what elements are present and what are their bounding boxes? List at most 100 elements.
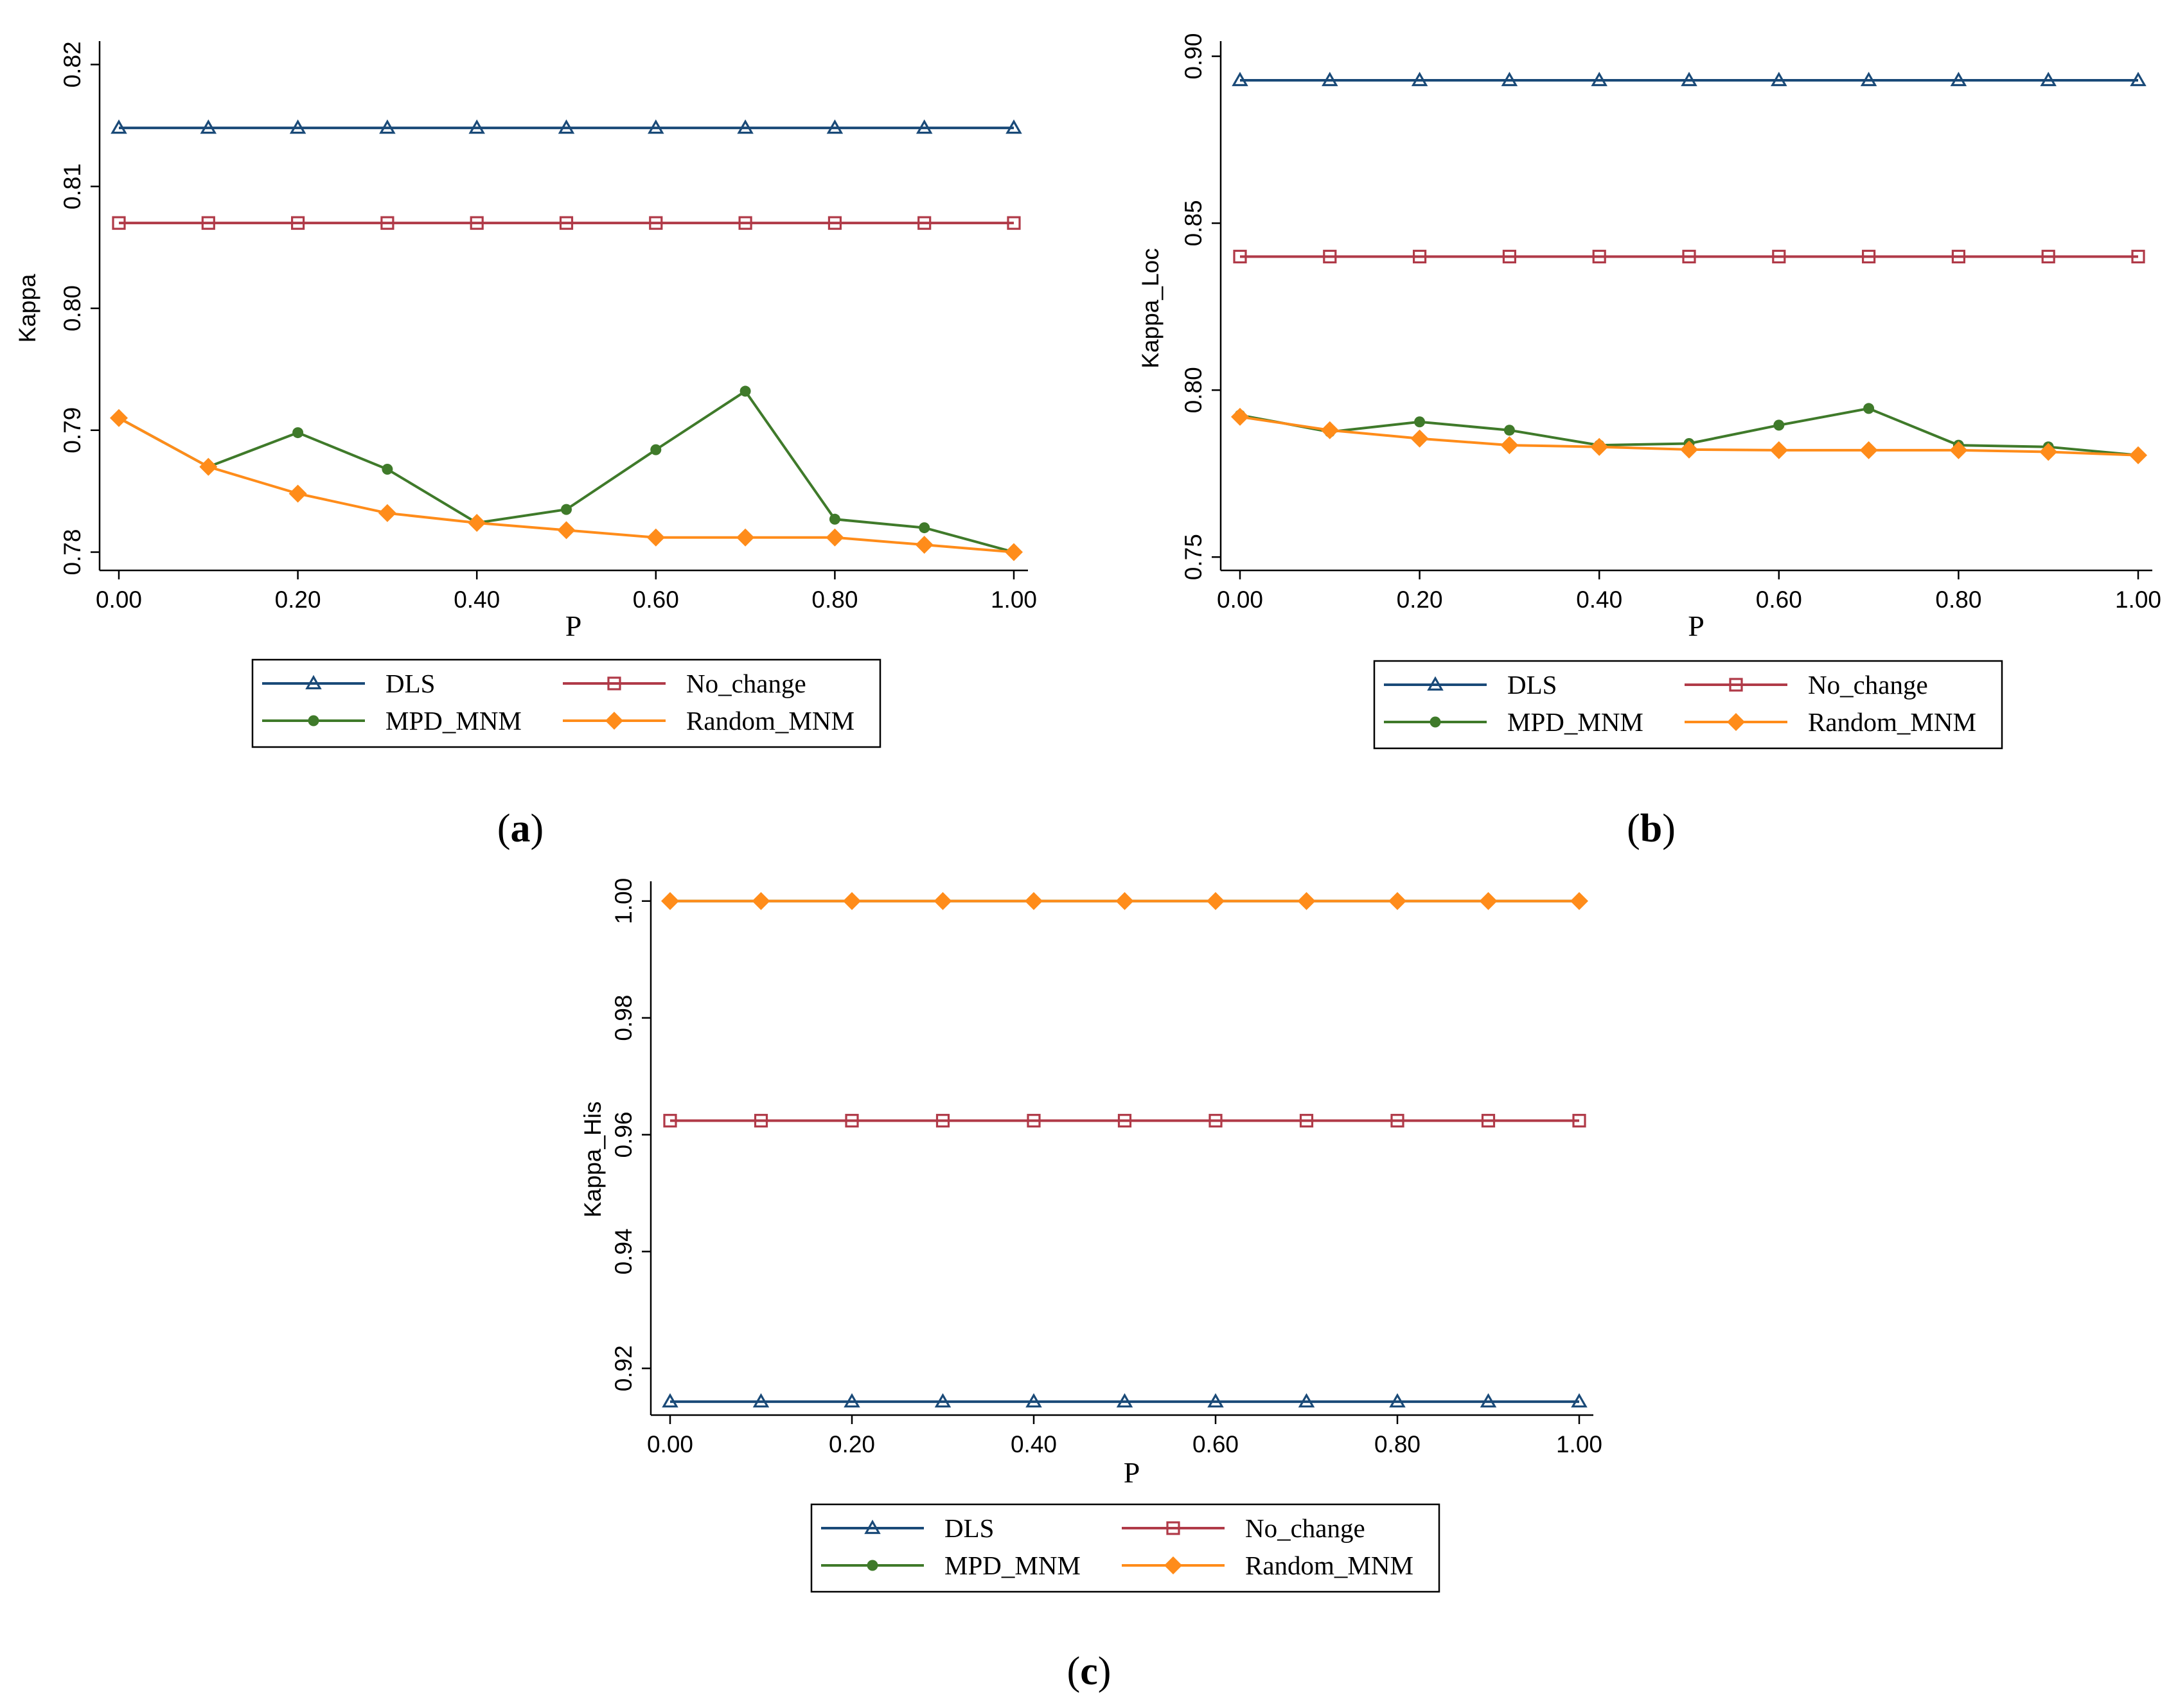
legend-swatch-marker — [1166, 1521, 1180, 1535]
legend: DLS No_change MPD_MNM Random_MNM — [810, 1503, 1440, 1593]
series-Random_MNM — [1231, 407, 2147, 464]
data-point — [826, 528, 844, 547]
data-point — [111, 119, 127, 134]
y-tick-label: 0.80 — [59, 285, 85, 331]
legend-label: Random_MNM — [1808, 707, 1976, 737]
data-point — [1590, 437, 1609, 456]
data-point — [288, 484, 307, 503]
series-Random_MNM — [661, 892, 1588, 910]
data-point — [1772, 249, 1786, 264]
data-point — [829, 513, 840, 525]
x-axis-label: P — [1688, 610, 1704, 642]
data-point — [1500, 436, 1519, 455]
data-point — [1115, 892, 1134, 910]
y-tick-label: 0.80 — [1180, 367, 1207, 413]
x-tick-label: 0.00 — [1217, 586, 1263, 613]
legend-label: No_change — [1808, 670, 1928, 700]
data-point — [845, 1114, 859, 1128]
legend-box — [810, 1503, 1440, 1593]
y-axis-label: Kappa_Loc — [1137, 248, 1164, 368]
x-tick-label: 1.00 — [1556, 1431, 1602, 1457]
data-point — [1207, 1393, 1224, 1408]
data-point — [382, 463, 393, 475]
data-point — [1860, 71, 1877, 87]
data-point — [1502, 249, 1516, 264]
data-point — [738, 216, 752, 230]
data-point — [935, 1114, 950, 1128]
data-point — [199, 457, 218, 476]
data-point — [737, 119, 754, 134]
data-point — [752, 892, 770, 910]
data-point — [2130, 71, 2147, 87]
x-tick-label: 0.60 — [1756, 586, 1802, 613]
data-point — [1771, 71, 1787, 87]
x-tick-label: 0.80 — [811, 586, 858, 613]
data-point — [1571, 1393, 1588, 1408]
data-point — [917, 216, 932, 230]
data-point — [1299, 1114, 1314, 1128]
series-DLS — [662, 1393, 1588, 1408]
data-point — [915, 536, 934, 554]
x-tick-label: 0.80 — [1374, 1431, 1421, 1457]
data-point — [919, 522, 930, 534]
legend-box — [251, 658, 881, 748]
data-point — [1233, 249, 1247, 264]
data-point — [559, 216, 574, 230]
data-point — [1682, 249, 1696, 264]
data-point — [650, 444, 662, 455]
series-No_change — [663, 1114, 1586, 1128]
legend-swatch-marker — [864, 1519, 881, 1535]
data-point — [1570, 892, 1588, 910]
y-tick-label: 0.94 — [610, 1228, 637, 1274]
legend-label: MPD_MNM — [385, 706, 522, 735]
x-tick-label: 1.00 — [991, 586, 1037, 613]
legend-swatch-marker — [1164, 1556, 1182, 1574]
y-tick-label: 0.90 — [1180, 33, 1207, 80]
legend-swatch-marker — [1729, 678, 1743, 692]
data-point — [1680, 440, 1698, 459]
x-tick-label: 1.00 — [2115, 586, 2161, 613]
y-tick-label: 0.85 — [1180, 200, 1207, 246]
data-point — [1231, 407, 1249, 426]
legend-swatch-marker — [867, 1560, 878, 1571]
y-tick-label: 0.82 — [59, 41, 85, 87]
panel-caption: (a) — [497, 807, 544, 850]
data-point — [1232, 71, 1248, 87]
data-point — [661, 892, 679, 910]
chart-c: 0.92 0.94 0.96 0.98 1.00 0.00 0.20 0.40 0.60 0.80… — [580, 878, 1602, 1693]
data-point — [1949, 441, 1968, 459]
data-point — [468, 119, 485, 134]
y-tick-label: 0.75 — [1180, 534, 1207, 580]
data-point — [561, 504, 572, 515]
data-point — [1389, 1393, 1406, 1408]
legend-label: MPD_MNM — [1507, 707, 1643, 737]
data-point — [2040, 71, 2057, 87]
data-point — [1007, 216, 1021, 230]
x-tick-label: 0.40 — [454, 586, 500, 613]
legend-label: No_change — [1245, 1513, 1365, 1543]
x-tick-label: 0.60 — [1192, 1431, 1239, 1457]
data-point — [1480, 1393, 1497, 1408]
data-point — [1479, 892, 1498, 910]
data-point — [1390, 1114, 1404, 1128]
data-point — [1951, 249, 1965, 264]
legend-label: DLS — [1507, 670, 1557, 700]
data-point — [1413, 249, 1427, 264]
legend-swatch-marker — [1727, 713, 1745, 731]
data-point — [934, 892, 952, 910]
legend-swatch-marker — [305, 674, 322, 690]
data-point — [1681, 71, 1697, 87]
data-point — [1773, 419, 1785, 431]
y-tick-label: 0.78 — [59, 529, 85, 576]
data-point — [754, 1114, 768, 1128]
legend-label: DLS — [944, 1513, 994, 1543]
legend-box — [1373, 660, 2003, 750]
data-point — [736, 528, 755, 547]
data-point — [289, 119, 306, 134]
x-tick-label: 0.20 — [829, 1431, 875, 1457]
x-tick-label: 0.00 — [96, 586, 142, 613]
data-point — [1117, 1114, 1132, 1128]
x-tick-label: 0.00 — [647, 1431, 693, 1457]
y-axis-label: Kappa_His — [580, 1101, 606, 1217]
